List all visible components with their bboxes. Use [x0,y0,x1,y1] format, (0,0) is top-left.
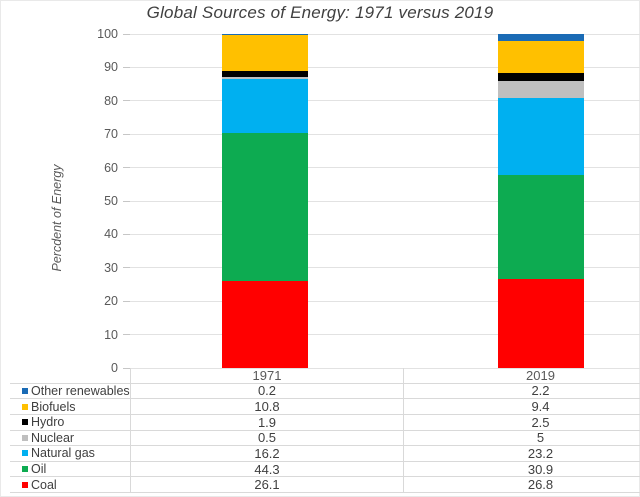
value-other-renewables-2019: 2.2 [403,383,640,399]
value-oil-2019: 30.9 [403,461,640,477]
bar-segment-2019-hydro [498,72,584,82]
table-row-biofuels: Biofuels 10.8 9.4 [10,399,640,415]
legend-cell-natural-gas: Natural gas [10,446,130,461]
y-tick-50 [123,200,130,202]
legend-label-other-renewables: Other renewables [31,383,130,398]
table-row-nuclear: Nuclear 0.5 5 [10,430,640,447]
value-coal-1971: 26.1 [130,477,403,492]
value-nuclear-1971: 0.5 [130,430,403,446]
bar-2019 [498,34,584,368]
gridline-100 [130,33,640,35]
legend-swatch-biofuels [22,403,28,410]
table-row-coal: Coal 26.1 26.8 [10,477,640,493]
legend-cell-biofuels: Biofuels [10,399,130,414]
plot-area [130,33,640,369]
gridline-70 [130,133,640,135]
legend-cell-other-renewables: Other renewables [10,384,130,399]
bar-segment-2019-biofuels [498,41,584,73]
legend-label-oil: Oil [31,462,47,477]
legend-swatch-other-renewables [22,387,28,394]
category-label-1971: 1971 [130,368,403,383]
legend-swatch-coal [22,481,28,488]
legend-swatch-oil [22,466,28,473]
gridline-40 [130,233,640,235]
y-tick-0 [123,367,130,369]
table-row-hydro: Hydro 1.9 2.5 [10,414,640,431]
y-tick-20 [123,300,130,302]
y-tick-label-90: 90 [104,60,118,75]
category-label-2019: 2019 [403,368,640,383]
y-axis-title: Percdent of Energy [50,164,64,272]
bar-segment-1971-natural-gas [222,78,308,133]
value-natural-gas-1971: 16.2 [130,446,403,461]
table-row-other-renewables: Other renewables 0.2 2.2 [10,383,640,400]
y-tick-100 [123,33,130,35]
value-biofuels-1971: 10.8 [130,399,403,414]
gridline-20 [130,300,640,302]
gridline-90 [130,66,640,68]
legend-swatch-natural-gas [22,450,28,457]
y-tick-label-10: 10 [104,327,118,342]
y-tick-label-70: 70 [104,127,118,142]
legend-swatch-nuclear [22,434,28,441]
y-tick-30 [123,267,130,269]
value-hydro-2019: 2.5 [403,414,640,430]
y-tick-10 [123,334,130,336]
y-tick-label-80: 80 [104,93,118,108]
y-tick-60 [123,167,130,169]
y-tick-90 [123,66,130,68]
legend-label-nuclear: Nuclear [31,430,75,445]
value-hydro-1971: 1.9 [130,414,403,430]
gridline-50 [130,200,640,202]
gridline-0 [130,367,640,369]
legend-swatch-hydro [22,419,28,426]
legend-label-biofuels: Biofuels [31,399,76,414]
gridline-80 [130,100,640,102]
y-tick-label-20: 20 [104,294,118,309]
bar-segment-2019-coal [498,278,584,368]
table-header-row: 1971 2019 [10,368,640,384]
table-row-oil: Oil 44.3 30.9 [10,461,640,478]
y-tick-label-0: 0 [111,361,118,375]
bar-segment-2019-natural-gas [498,97,584,176]
legend-cell-oil: Oil [10,462,130,477]
value-biofuels-2019: 9.4 [403,399,640,414]
y-tick-label-40: 40 [104,227,118,242]
legend-cell-coal: Coal [10,477,130,492]
y-tick-label-60: 60 [104,160,118,175]
legend-cell-nuclear: Nuclear [10,431,130,446]
bar-segment-1971-oil [222,132,308,281]
gridline-10 [130,334,640,336]
legend-cell-hydro: Hydro [10,415,130,430]
value-oil-1971: 44.3 [130,461,403,477]
bar-segment-1971-other-renewables [222,34,308,35]
bar-segment-1971-nuclear [222,77,308,79]
legend-label-hydro: Hydro [31,415,65,430]
legend-data-table: 1971 2019 Other renewables 0.2 2.2 Biofuels 10… [10,368,640,493]
y-tick-label-100: 100 [97,27,118,41]
legend-label-coal: Coal [31,477,57,492]
value-nuclear-2019: 5 [403,430,640,446]
legend-label-natural-gas: Natural gas [31,446,95,461]
gridline-30 [130,267,640,269]
chart-title: Global Sources of Energy: 1971 versus 20… [146,3,494,22]
bar-segment-1971-hydro [222,70,308,78]
bar-segment-2019-nuclear [498,81,584,98]
y-tick-80 [123,100,130,102]
bar-segment-2019-other-renewables [498,34,584,42]
bar-segment-2019-oil [498,175,584,279]
value-coal-2019: 26.8 [403,477,640,492]
gridline-60 [130,167,640,169]
y-tick-40 [123,233,130,235]
bar-segment-1971-coal [222,280,308,368]
bar-segment-1971-biofuels [222,34,308,71]
y-tick-label-30: 30 [104,260,118,275]
y-tick-label-50: 50 [104,194,118,208]
table-row-natural-gas: Natural gas 16.2 23.2 [10,446,640,462]
value-natural-gas-2019: 23.2 [403,446,640,461]
bar-1971 [222,34,308,368]
value-other-renewables-1971: 0.2 [130,383,403,399]
y-tick-70 [123,133,130,135]
